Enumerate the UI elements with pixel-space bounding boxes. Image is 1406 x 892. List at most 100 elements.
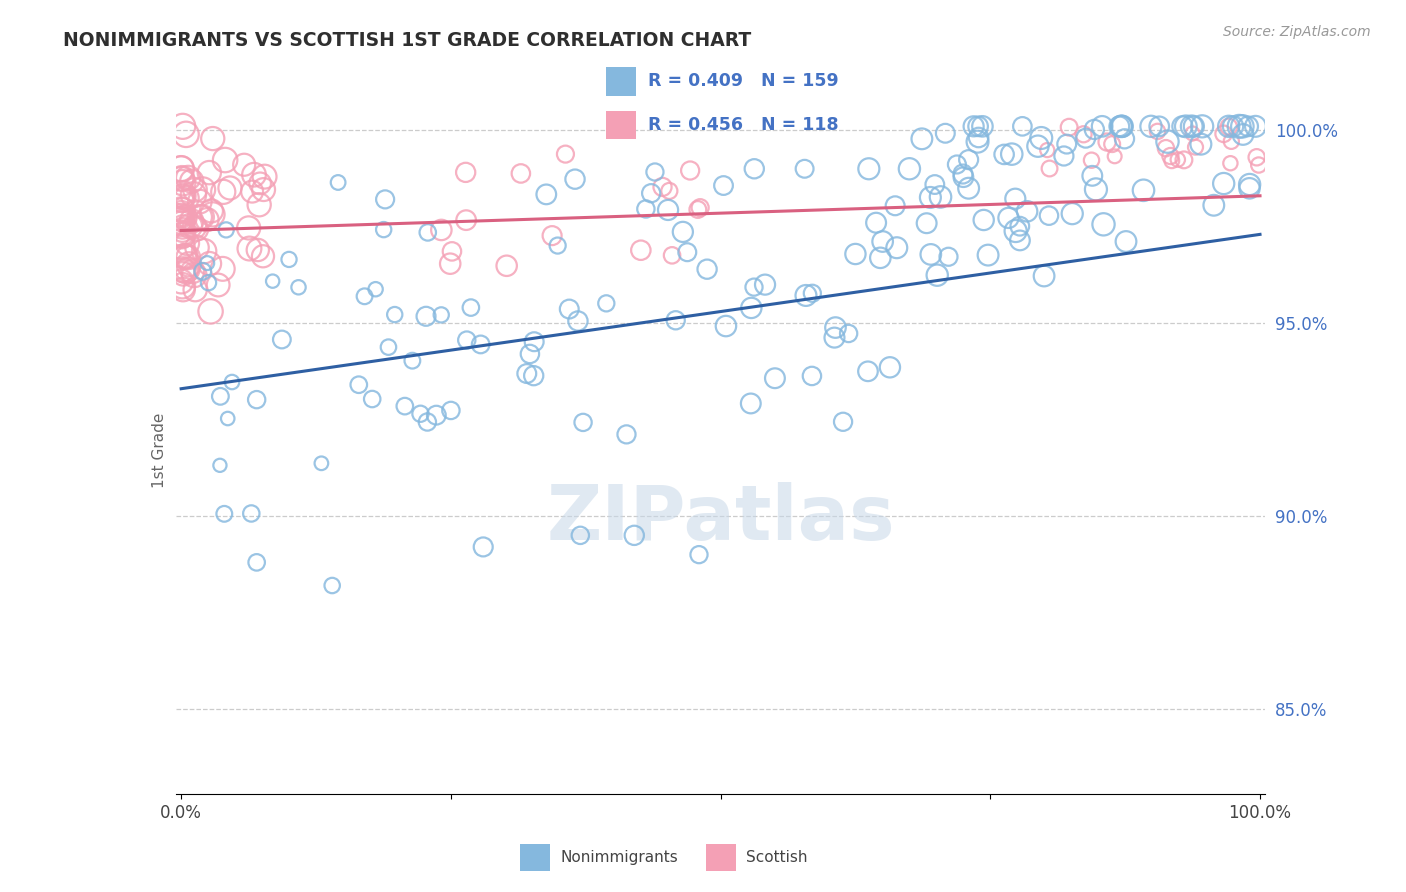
- Point: [1191, 120, 1213, 134]
- Point: [567, 314, 589, 328]
- Point: [1062, 206, 1084, 220]
- Point: [170, 215, 193, 229]
- Point: [800, 368, 823, 383]
- Point: [801, 286, 824, 301]
- Point: [191, 264, 214, 278]
- Point: [238, 242, 260, 256]
- Bar: [606, 111, 636, 138]
- Point: [170, 206, 193, 220]
- Point: [170, 239, 193, 253]
- Text: Scottish: Scottish: [747, 850, 807, 864]
- Point: [215, 223, 238, 237]
- Point: [184, 183, 207, 197]
- Point: [1244, 120, 1267, 134]
- Point: [415, 310, 437, 324]
- Point: [911, 132, 934, 146]
- Point: [197, 276, 219, 290]
- Point: [179, 219, 201, 233]
- Point: [1246, 150, 1268, 164]
- Point: [623, 528, 645, 542]
- Point: [688, 548, 710, 562]
- Point: [270, 333, 292, 347]
- Point: [1181, 127, 1204, 141]
- Text: R = 0.409   N = 159: R = 0.409 N = 159: [648, 72, 838, 90]
- Point: [1026, 139, 1049, 153]
- Point: [973, 213, 995, 227]
- Point: [170, 161, 193, 176]
- Point: [742, 280, 765, 294]
- Point: [1167, 153, 1189, 167]
- Point: [191, 210, 214, 224]
- Point: [173, 249, 195, 263]
- Point: [201, 131, 224, 145]
- Point: [170, 171, 193, 186]
- Point: [661, 248, 683, 262]
- Point: [516, 367, 538, 381]
- Point: [212, 185, 235, 199]
- Point: [509, 166, 531, 180]
- Point: [957, 153, 980, 167]
- Point: [865, 216, 887, 230]
- Point: [240, 507, 263, 521]
- Point: [326, 176, 349, 190]
- Point: [1081, 169, 1104, 183]
- Point: [170, 209, 193, 223]
- Point: [1160, 153, 1182, 168]
- Point: [938, 250, 960, 264]
- Point: [170, 211, 193, 226]
- Point: [1156, 135, 1178, 149]
- Point: [858, 161, 880, 176]
- Point: [311, 456, 333, 470]
- Point: [1218, 120, 1240, 134]
- Point: [180, 214, 202, 228]
- Point: [696, 262, 718, 277]
- Point: [1173, 153, 1195, 167]
- Point: [1140, 120, 1163, 134]
- Point: [1080, 153, 1102, 168]
- Point: [214, 507, 236, 521]
- Point: [252, 249, 274, 263]
- Point: [183, 187, 205, 202]
- Point: [211, 261, 233, 276]
- Point: [1239, 181, 1261, 195]
- Point: [495, 259, 517, 273]
- Point: [934, 126, 956, 140]
- Point: [740, 301, 762, 315]
- Point: [174, 128, 197, 142]
- Point: [1174, 120, 1197, 134]
- Point: [252, 183, 274, 197]
- Point: [832, 415, 855, 429]
- Point: [1212, 127, 1234, 141]
- Bar: [706, 844, 735, 871]
- Point: [742, 161, 765, 176]
- Point: [1109, 120, 1132, 134]
- Point: [1057, 120, 1080, 135]
- Point: [172, 190, 194, 204]
- Point: [377, 340, 399, 354]
- Point: [523, 368, 546, 383]
- Bar: [520, 844, 550, 871]
- Point: [253, 169, 276, 184]
- Point: [558, 301, 581, 316]
- Point: [977, 248, 1000, 262]
- Point: [409, 407, 432, 421]
- Point: [536, 187, 558, 202]
- Point: [456, 213, 478, 227]
- Bar: [606, 68, 636, 95]
- Point: [214, 153, 236, 167]
- Point: [1189, 137, 1212, 152]
- Point: [523, 334, 546, 349]
- Point: [1084, 182, 1107, 196]
- Point: [920, 247, 942, 261]
- Point: [1212, 177, 1234, 191]
- Point: [170, 193, 193, 207]
- Point: [929, 190, 952, 204]
- Point: [946, 157, 969, 171]
- Point: [172, 186, 194, 200]
- Point: [1182, 120, 1205, 134]
- Point: [219, 181, 242, 195]
- Point: [616, 427, 638, 442]
- Point: [374, 193, 396, 207]
- Point: [440, 403, 463, 417]
- Point: [186, 222, 208, 236]
